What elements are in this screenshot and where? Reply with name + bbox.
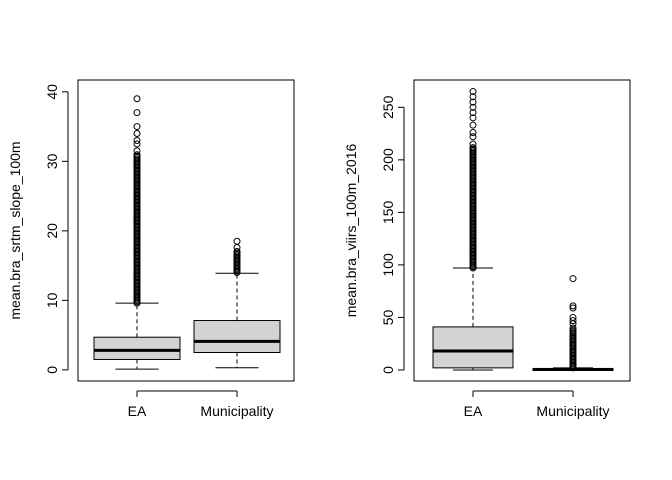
outlier-point <box>133 130 141 138</box>
x-tick-label: Municipality <box>536 403 609 419</box>
outlier-point <box>133 140 141 148</box>
outlier-point <box>469 88 477 96</box>
x-tick-label: EA <box>128 403 147 419</box>
y-axis-label: mean.bra_srtm_slope_100m <box>7 141 23 319</box>
outlier-point <box>469 133 477 141</box>
outlier-point <box>469 109 477 117</box>
outlier-point <box>133 147 141 155</box>
outlier-point <box>233 248 241 256</box>
boxplot-panel-1: 0 10 20 30 40 mean.bra_srtm_slope_100m EA Munic… <box>7 79 295 419</box>
outlier-point <box>469 140 477 148</box>
outlier-point <box>469 144 477 152</box>
y-tick-label: 30 <box>44 153 60 169</box>
outlier-point <box>133 95 141 103</box>
y-tick-label: 10 <box>44 292 60 308</box>
box-ea <box>432 88 514 371</box>
boxplot-panel-2: 0 50 100 150 200 250 mean.bra_viirs_100m_2016 E… <box>343 79 631 419</box>
plot-frame <box>413 79 631 382</box>
y-tick-label: 20 <box>44 223 60 239</box>
y-tick-label: 100 <box>380 253 396 277</box>
y-tick-label: 200 <box>380 148 396 172</box>
y-tick-label: 40 <box>44 84 60 100</box>
y-tick-label: 150 <box>380 200 396 224</box>
outlier-point <box>569 304 577 312</box>
box-ea <box>93 95 181 370</box>
box-iqr <box>93 336 181 360</box>
outlier-point <box>569 313 577 321</box>
box-iqr <box>432 326 514 369</box>
outlier-point <box>133 123 141 131</box>
box-municipality <box>193 237 281 369</box>
box-iqr <box>193 320 281 353</box>
outlier-point <box>469 114 477 122</box>
outlier-point <box>569 275 577 283</box>
box-municipality <box>532 275 614 372</box>
outlier-point <box>469 98 477 106</box>
outlier-point <box>133 136 141 144</box>
outlier-point <box>569 302 577 310</box>
outlier-point <box>469 121 477 129</box>
y-tick-label: 0 <box>380 366 396 374</box>
x-tick-label: EA <box>464 403 483 419</box>
y-tick-label: 50 <box>380 309 396 325</box>
y-axis-label: mean.bra_viirs_100m_2016 <box>343 144 359 318</box>
y-tick-label: 250 <box>380 95 396 119</box>
y-tick-label: 0 <box>44 366 60 374</box>
outlier-point <box>469 93 477 101</box>
x-tick-label: Municipality <box>200 403 273 419</box>
outlier-point <box>569 317 577 325</box>
outlier-point <box>133 151 141 159</box>
plot-frame <box>77 79 295 382</box>
outlier-point <box>233 237 241 245</box>
outlier-point <box>133 109 141 117</box>
outlier-point <box>469 103 477 111</box>
outlier-point <box>569 324 577 332</box>
outlier-point <box>469 129 477 137</box>
